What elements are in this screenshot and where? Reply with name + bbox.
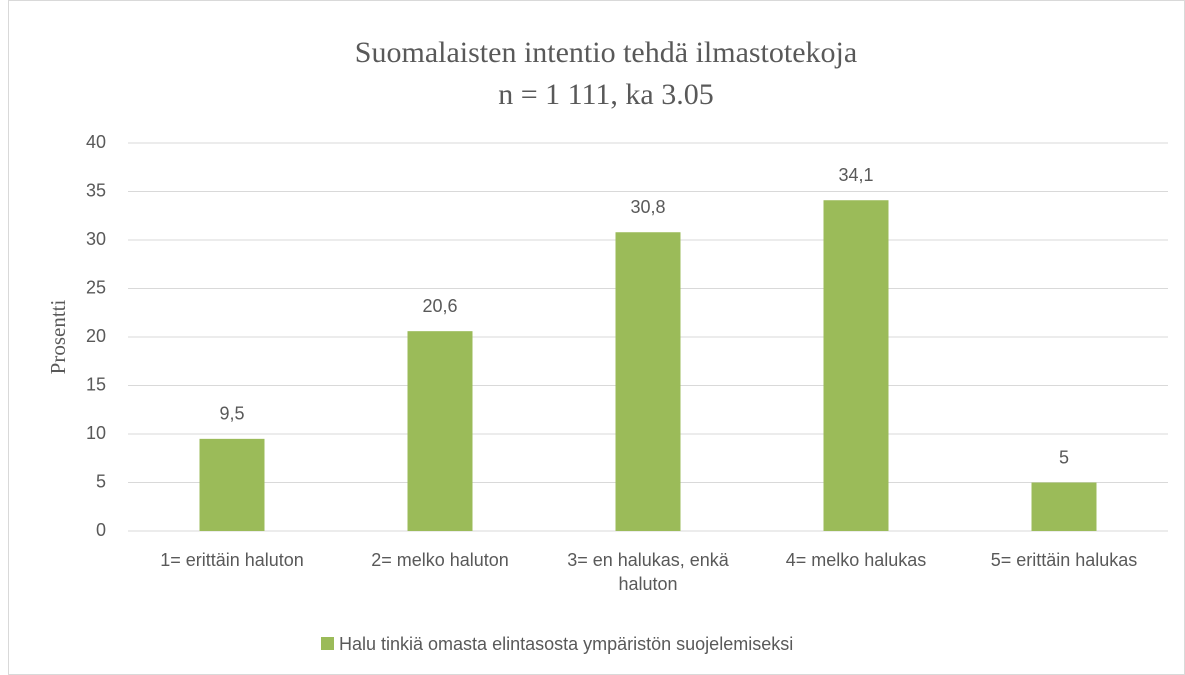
y-tick-label: 5 [96,471,106,491]
bar [1031,482,1097,531]
x-tick-label: 1= erittäin haluton [160,550,304,570]
y-tick-label: 35 [86,180,106,200]
value-label: 34,1 [838,165,873,185]
legend-label: Halu tinkiä omasta elintasosta ympäristö… [339,634,793,654]
x-tick-label: 5= erittäin halukas [990,550,1138,570]
y-axis-label: Prosentti [46,300,70,375]
y-tick-label: 25 [86,277,106,297]
legend-swatch [321,637,334,650]
x-tick-label: 4= melko halukas [785,550,927,570]
value-label: 20,6 [422,296,457,316]
bar [823,200,889,532]
chart-subtitle: n = 1 111, ka 3.05 [498,78,714,111]
bar [615,232,681,532]
y-tick-label: 40 [86,132,106,152]
y-tick-label: 10 [86,423,106,443]
y-tick-label: 20 [86,326,106,346]
chart-title: Suomalaisten intentio tehdä ilmastotekoj… [355,36,857,69]
value-label: 9,5 [219,404,244,424]
value-label: 5 [1059,447,1069,467]
y-tick-label: 15 [86,374,106,394]
bar [407,331,473,531]
y-tick-label: 30 [86,229,106,249]
bar [199,438,265,531]
value-label: 30,8 [630,197,665,217]
y-tick-label: 0 [96,520,106,540]
x-tick-label: 2= melko haluton [371,550,509,570]
x-tick-label: 3= en halukas, enkä haluton [567,550,729,594]
